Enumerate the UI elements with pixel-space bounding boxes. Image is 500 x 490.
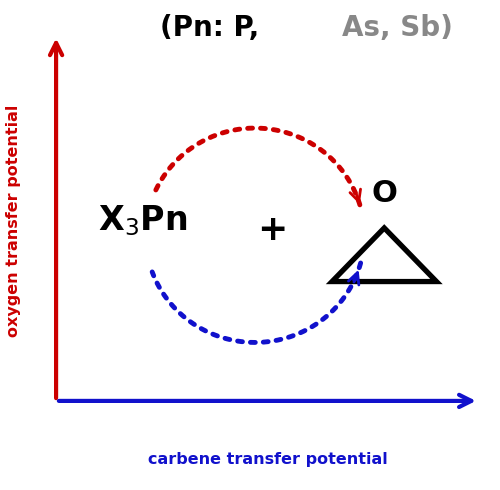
Text: carbene transfer potential: carbene transfer potential <box>148 452 388 467</box>
Text: (Pn: P,: (Pn: P, <box>160 14 270 42</box>
Text: O: O <box>372 179 397 208</box>
Text: +: + <box>257 213 288 247</box>
Text: oxygen transfer potential: oxygen transfer potential <box>6 104 22 337</box>
Text: X$_3$Pn: X$_3$Pn <box>98 203 188 238</box>
Text: As, Sb): As, Sb) <box>342 14 453 42</box>
